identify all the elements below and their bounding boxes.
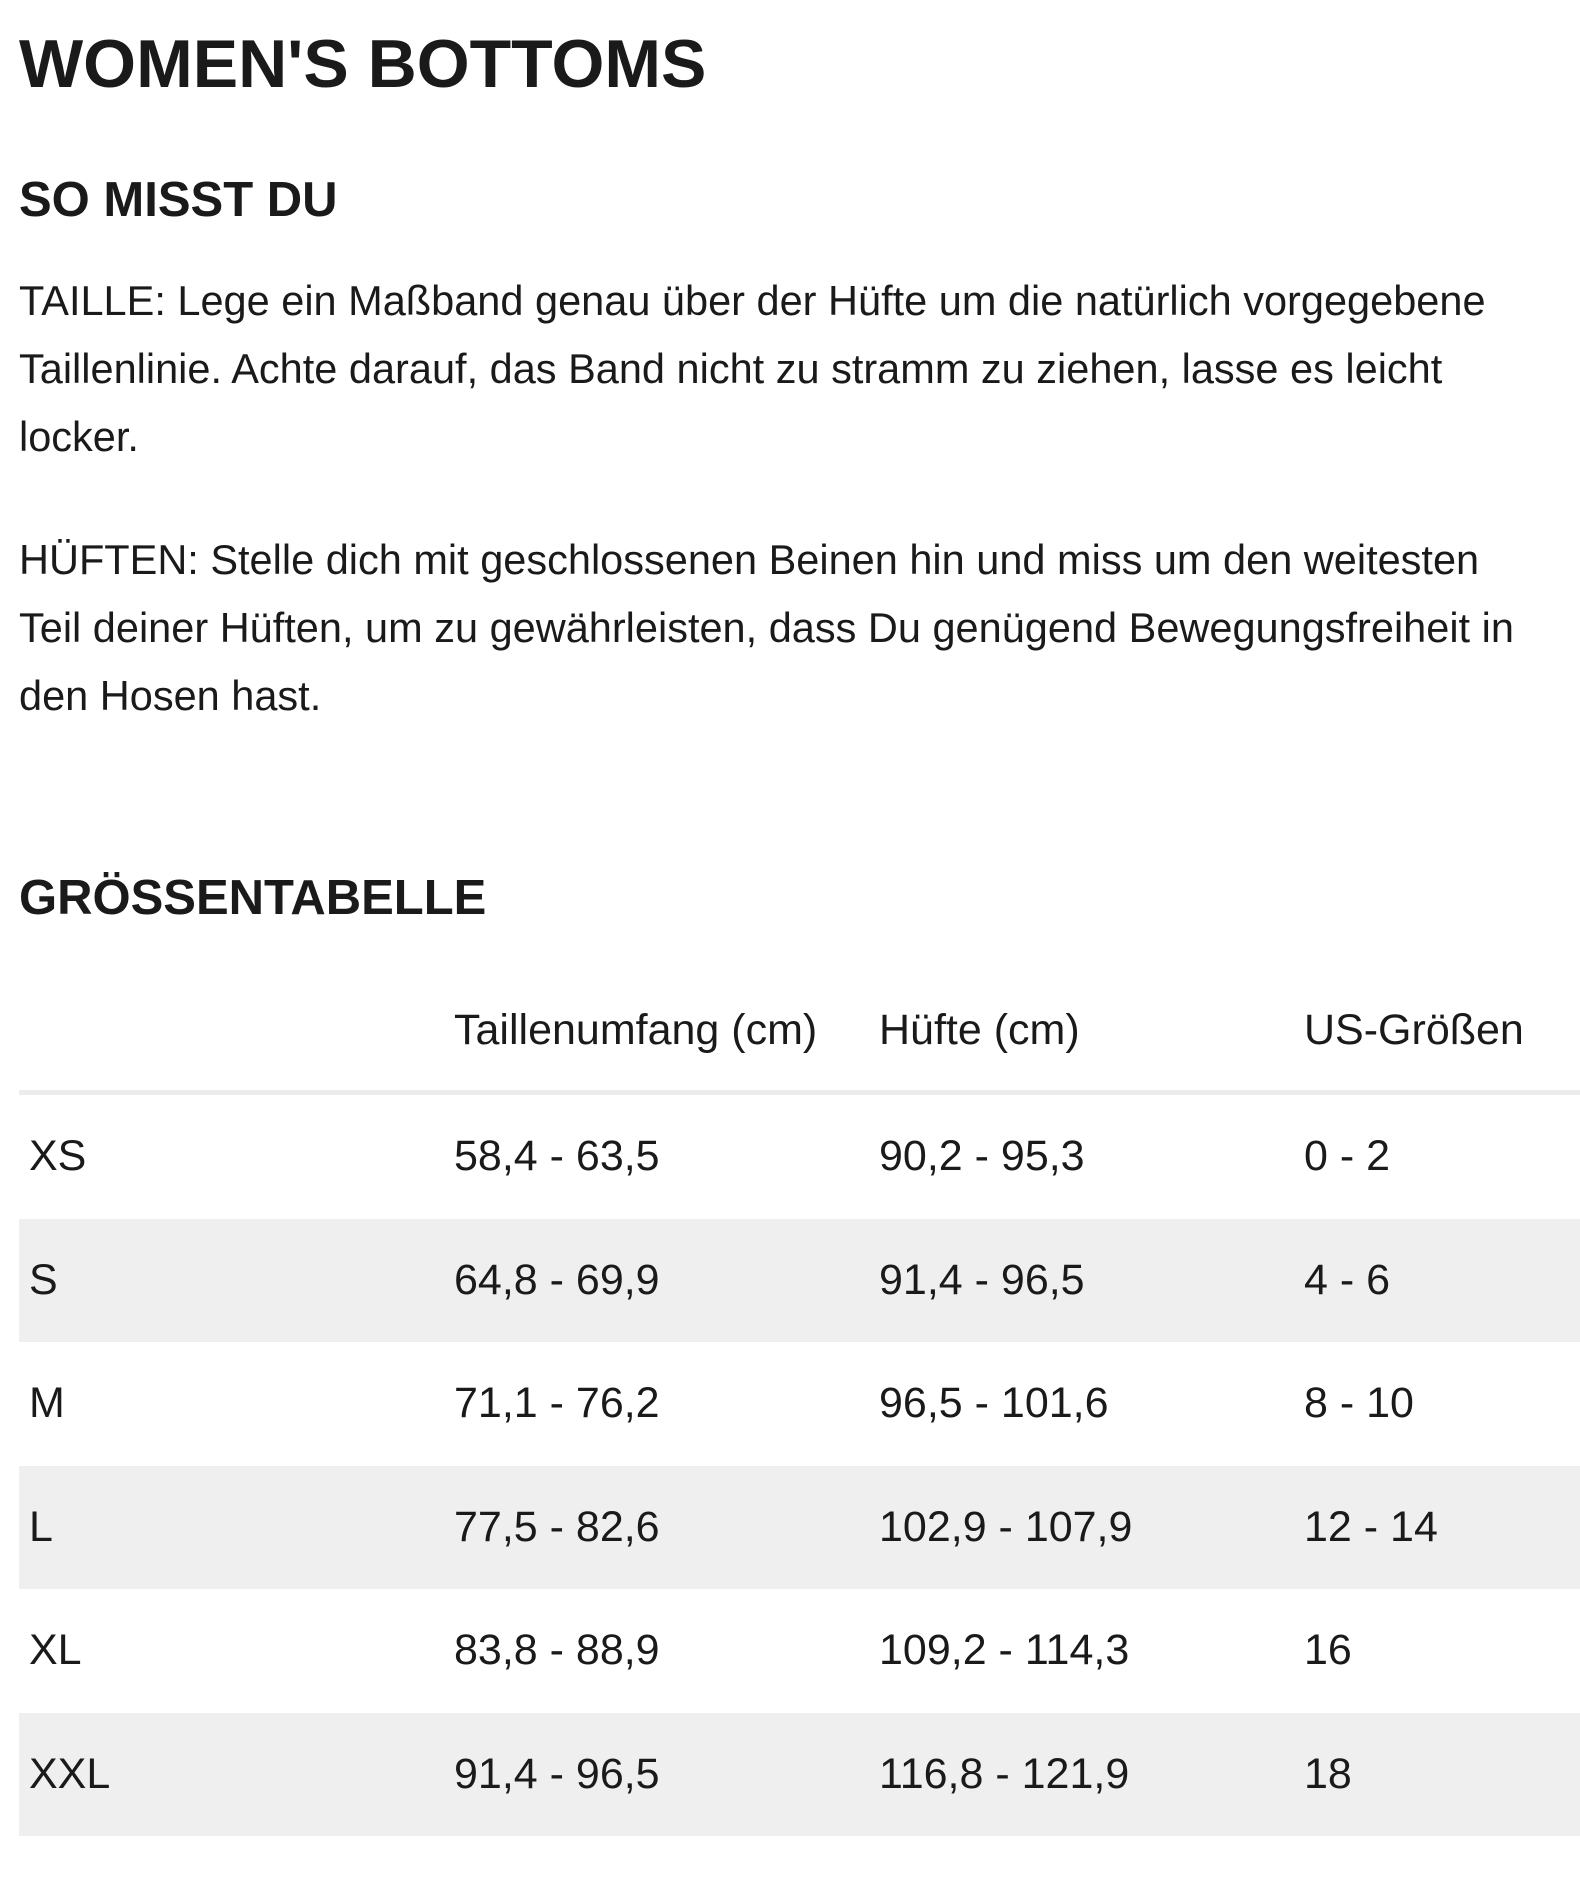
table-cell: 116,8 - 121,9 [879,1749,1130,1798]
table-row: XS 58,4 - 63,5 90,2 - 95,3 0 - 2 [19,1095,1580,1219]
table-cell: 58,4 - 63,5 [454,1132,660,1180]
table-cell: M [29,1379,65,1427]
table-row: L 77,5 - 82,6 102,9 - 107,9 12 - 14 [19,1465,1580,1589]
table-cell: 96,5 - 101,6 [879,1379,1109,1427]
page-title: WOMEN'S BOTTOMS [19,26,707,102]
table-cell: 64,8 - 69,9 [454,1255,660,1304]
table-row: S 64,8 - 69,9 91,4 - 96,5 4 - 6 [19,1218,1580,1342]
table-cell: 91,4 - 96,5 [454,1749,660,1798]
table-row: XXL 91,4 - 96,5 116,8 - 121,9 18 [19,1712,1580,1836]
table-cell: L [29,1502,53,1551]
table-cell: 18 [1304,1749,1352,1798]
table-cell: 83,8 - 88,9 [454,1626,660,1674]
header-rule [19,1090,1580,1095]
table-row: XL 83,8 - 88,9 109,2 - 114,3 16 [19,1589,1580,1713]
table-cell: XXL [29,1749,111,1798]
column-header: US-Größen [1304,1006,1524,1054]
paragraph: HÜFTEN: Stelle dich mit geschlossenen Be… [19,536,1514,719]
table-cell: XS [29,1132,87,1180]
table-cell: 91,4 - 96,5 [879,1255,1085,1304]
column-header: Taillenumfang (cm) [454,1006,818,1054]
section-heading: GRÖSSENTABELLE [19,871,487,925]
table-cell: 0 - 2 [1304,1132,1391,1180]
table-cell: 109,2 - 114,3 [879,1626,1130,1674]
section-heading: SO MISST DU [19,173,338,227]
paragraph: TAILLE: Lege ein Maßband genau über der … [19,277,1486,460]
table-cell: S [29,1255,58,1304]
table-cell: 90,2 - 95,3 [879,1132,1085,1180]
table-cell: 71,1 - 76,2 [454,1379,660,1427]
table-cell: 16 [1304,1626,1352,1674]
table-cell: 4 - 6 [1304,1255,1391,1304]
table-cell: 102,9 - 107,9 [879,1502,1133,1551]
table-cell: XL [29,1626,82,1674]
table-cell: 77,5 - 82,6 [454,1502,660,1551]
table-cell: 12 - 14 [1304,1502,1438,1551]
table-cell: 8 - 10 [1304,1379,1414,1427]
table-row: M 71,1 - 76,2 96,5 - 101,6 8 - 10 [19,1342,1580,1466]
column-header: Hüfte (cm) [879,1006,1080,1054]
